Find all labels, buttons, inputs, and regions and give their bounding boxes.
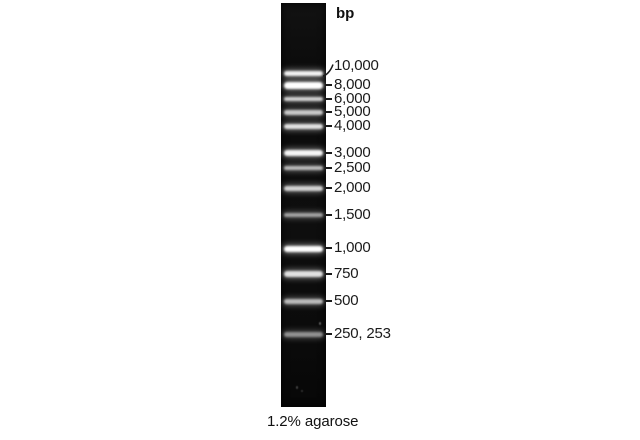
tick-mark <box>325 111 332 113</box>
gel-band <box>284 332 323 337</box>
size-label: 10,000 <box>334 57 379 74</box>
size-label: 500 <box>334 292 359 309</box>
tick-mark <box>325 125 332 127</box>
tick-mark <box>325 187 332 189</box>
gel-band <box>284 298 323 304</box>
tick-mark <box>325 98 332 100</box>
gel-lane <box>281 3 326 407</box>
size-label: 1,000 <box>334 239 371 256</box>
gel-band <box>284 185 323 191</box>
size-label: 8,000 <box>334 76 371 93</box>
size-label: 250, 253 <box>334 325 391 342</box>
size-label: 750 <box>334 265 359 282</box>
tick-mark <box>325 152 332 154</box>
tick-mark <box>325 84 332 86</box>
tick-mark <box>325 167 332 169</box>
gel-speck <box>319 322 321 325</box>
size-label: 4,000 <box>334 117 371 134</box>
gel-band <box>284 110 323 115</box>
gel-band <box>284 124 323 129</box>
size-label: 2,000 <box>334 179 371 196</box>
gel-band <box>284 71 323 76</box>
tick-mark <box>325 214 332 216</box>
gel-speck <box>301 390 303 392</box>
gel-band <box>284 81 323 89</box>
tick-mark <box>325 300 332 302</box>
unit-label: bp <box>336 5 355 22</box>
gel-band <box>284 96 323 102</box>
gel-band <box>284 271 323 277</box>
gel-speck <box>296 386 298 389</box>
tick-mark <box>325 273 332 275</box>
curved-leader-line <box>323 64 334 77</box>
gel-band <box>284 212 323 217</box>
tick-mark <box>325 247 332 249</box>
figure-caption: 1.2% agarose <box>267 413 359 430</box>
size-label: 6,000 <box>334 90 371 107</box>
size-label: 2,500 <box>334 159 371 176</box>
tick-mark <box>325 333 332 335</box>
gel-band <box>284 150 323 156</box>
size-label: 3,000 <box>334 144 371 161</box>
gel-band <box>284 245 323 252</box>
gel-band <box>284 165 323 171</box>
size-label: 1,500 <box>334 206 371 223</box>
size-label: 5,000 <box>334 103 371 120</box>
